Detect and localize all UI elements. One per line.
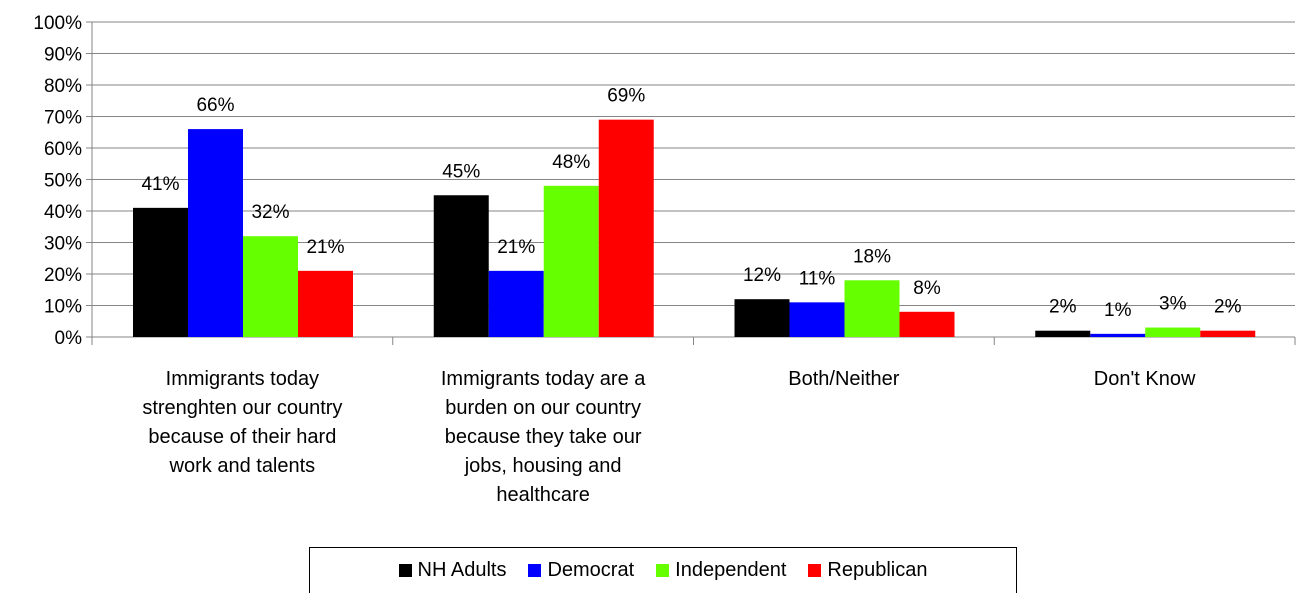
legend-item: Democrat bbox=[528, 559, 634, 582]
legend-label: Independent bbox=[675, 559, 787, 581]
y-tick-label: 60% bbox=[44, 139, 82, 160]
bar bbox=[298, 270, 353, 337]
data-label: 41% bbox=[141, 174, 179, 195]
category-labels: Immigrants today strenghten our country be… bbox=[142, 368, 1196, 506]
bar bbox=[243, 236, 298, 337]
data-label: 8% bbox=[913, 278, 941, 299]
bar bbox=[844, 280, 900, 337]
y-tick-label: 30% bbox=[44, 234, 82, 255]
bar bbox=[543, 185, 599, 337]
category-label: Don't Know bbox=[1094, 368, 1196, 390]
bar bbox=[1145, 327, 1201, 337]
category-label: Immigrants today strenghten our country be… bbox=[142, 368, 342, 477]
legend-item: Independent bbox=[656, 559, 786, 582]
data-label: 12% bbox=[743, 265, 781, 286]
bar bbox=[899, 311, 955, 337]
bar bbox=[598, 119, 654, 338]
bar bbox=[188, 129, 243, 337]
data-label: 66% bbox=[196, 95, 234, 116]
data-label: 21% bbox=[306, 237, 344, 258]
legend-swatch bbox=[808, 564, 822, 577]
bar bbox=[433, 195, 489, 337]
legend-swatch bbox=[656, 564, 670, 577]
bar bbox=[789, 302, 845, 337]
data-label: 1% bbox=[1104, 300, 1132, 321]
bar bbox=[734, 299, 790, 337]
data-label: 48% bbox=[552, 152, 590, 173]
y-tick-label: 20% bbox=[44, 265, 82, 286]
y-tick-label: 50% bbox=[44, 171, 82, 192]
data-label: 2% bbox=[1214, 297, 1242, 318]
legend-swatch bbox=[528, 564, 542, 577]
legend-item: Republican bbox=[808, 559, 927, 582]
data-label: 69% bbox=[607, 86, 645, 107]
y-tick-label: 100% bbox=[33, 13, 82, 34]
y-tick-label: 10% bbox=[44, 297, 82, 318]
data-label: 32% bbox=[251, 202, 289, 223]
legend-swatch bbox=[398, 564, 412, 577]
category-label: Both/Neither bbox=[788, 368, 900, 390]
legend-label: Republican bbox=[827, 559, 928, 581]
data-label: 3% bbox=[1159, 294, 1187, 315]
bar bbox=[1090, 333, 1146, 337]
y-tick-label: 80% bbox=[44, 76, 82, 97]
data-label: 18% bbox=[853, 246, 891, 267]
legend: NH Adults Democrat Independent Republican bbox=[309, 547, 1017, 593]
legend-item: NH Adults bbox=[398, 559, 507, 582]
legend-label: NH Adults bbox=[417, 559, 507, 581]
data-label: 45% bbox=[442, 161, 480, 182]
y-tick-label: 70% bbox=[44, 108, 82, 129]
y-tick-label: 0% bbox=[55, 328, 83, 349]
bars bbox=[133, 119, 1256, 338]
data-label: 21% bbox=[497, 237, 535, 258]
legend-label: Democrat bbox=[547, 559, 635, 581]
data-label: 2% bbox=[1049, 297, 1077, 318]
axes: 0% 10% 20% 30% 40% 50% 60% 70% 80% 90% 100% bbox=[33, 13, 1296, 349]
bar bbox=[133, 207, 188, 337]
bar bbox=[1200, 330, 1256, 337]
y-tick-label: 40% bbox=[44, 202, 82, 223]
bar bbox=[488, 270, 544, 337]
data-label: 11% bbox=[799, 268, 836, 289]
data-labels: 41% 66% 32% 21% 45% 21% 48% 69% 12% 11% 18% 8% 2% 1% 3… bbox=[141, 86, 1241, 321]
category-label: Immigrants today are a burden on our coun… bbox=[441, 368, 646, 506]
bar bbox=[1035, 330, 1091, 337]
y-tick-label: 90% bbox=[44, 45, 82, 66]
